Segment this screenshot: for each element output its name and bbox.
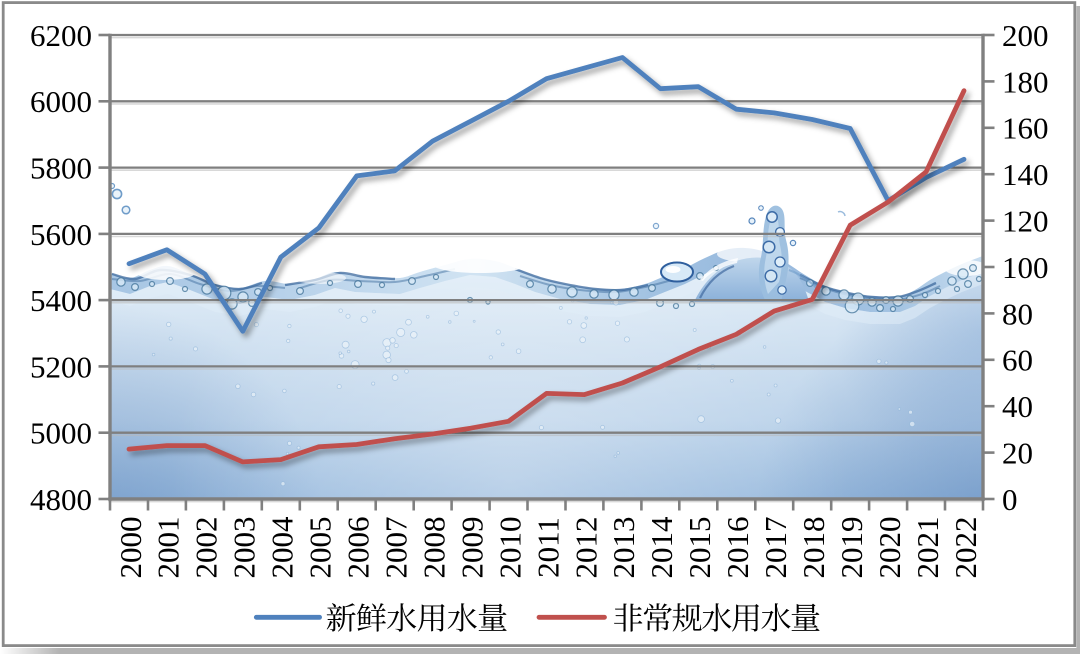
svg-text:2009: 2009 bbox=[454, 517, 489, 579]
svg-text:2008: 2008 bbox=[416, 517, 451, 579]
svg-text:2018: 2018 bbox=[796, 517, 831, 579]
svg-text:5400: 5400 bbox=[30, 283, 92, 318]
svg-text:2003: 2003 bbox=[227, 517, 262, 579]
svg-text:2012: 2012 bbox=[568, 517, 603, 579]
svg-text:160: 160 bbox=[1002, 111, 1049, 146]
svg-text:20: 20 bbox=[1002, 436, 1033, 471]
svg-text:6200: 6200 bbox=[30, 18, 92, 53]
svg-text:2014: 2014 bbox=[644, 516, 679, 579]
svg-text:2002: 2002 bbox=[189, 517, 224, 579]
svg-text:5000: 5000 bbox=[30, 416, 92, 451]
svg-text:5200: 5200 bbox=[30, 349, 92, 384]
svg-text:60: 60 bbox=[1002, 343, 1033, 378]
svg-text:4800: 4800 bbox=[30, 482, 92, 517]
svg-text:200: 200 bbox=[1002, 18, 1049, 53]
svg-text:2006: 2006 bbox=[341, 517, 376, 579]
svg-text:100: 100 bbox=[1002, 250, 1049, 285]
svg-text:2004: 2004 bbox=[265, 516, 300, 579]
svg-text:40: 40 bbox=[1002, 389, 1033, 424]
svg-text:2001: 2001 bbox=[151, 517, 186, 579]
svg-text:0: 0 bbox=[1002, 482, 1018, 517]
svg-text:5600: 5600 bbox=[30, 217, 92, 252]
svg-text:6000: 6000 bbox=[30, 84, 92, 119]
svg-text:2015: 2015 bbox=[682, 517, 717, 579]
svg-text:2022: 2022 bbox=[948, 517, 983, 579]
svg-text:180: 180 bbox=[1002, 64, 1049, 99]
svg-text:2016: 2016 bbox=[720, 517, 755, 579]
svg-text:80: 80 bbox=[1002, 296, 1033, 331]
svg-text:2011: 2011 bbox=[530, 517, 565, 578]
svg-text:2021: 2021 bbox=[910, 517, 945, 579]
svg-text:2017: 2017 bbox=[758, 517, 793, 579]
svg-text:140: 140 bbox=[1002, 157, 1049, 192]
svg-text:2020: 2020 bbox=[872, 517, 907, 579]
svg-text:2000: 2000 bbox=[113, 517, 148, 579]
svg-text:2007: 2007 bbox=[379, 517, 414, 579]
svg-text:2010: 2010 bbox=[492, 517, 527, 579]
svg-text:2013: 2013 bbox=[606, 517, 641, 579]
svg-text:120: 120 bbox=[1002, 204, 1049, 239]
svg-text:2005: 2005 bbox=[303, 517, 338, 579]
svg-text:2019: 2019 bbox=[834, 517, 869, 579]
svg-text:5800: 5800 bbox=[30, 151, 92, 186]
